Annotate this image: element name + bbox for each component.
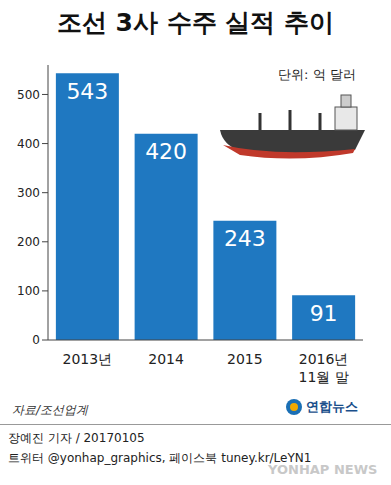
html-text:연합뉴스: 연합뉴스 — [306, 399, 358, 414]
html-text:단위: 억 달러: 단위: 억 달러 — [278, 67, 356, 82]
svg-text:243: 243 — [224, 226, 266, 251]
html-text:트위터 @yonhap_graphics, 페이스북 tun: 트위터 @yonhap_graphics, 페이스북 tuney.kr/LeYN… — [8, 451, 312, 465]
svg-text:2016년11월 말: 2016년11월 말 — [298, 351, 348, 385]
html-text:자료/조선업계: 자료/조선업계 — [12, 403, 88, 417]
svg-text:2015: 2015 — [227, 351, 263, 367]
svg-text:91: 91 — [310, 301, 338, 326]
html-text:YONHAP NEWS: YONHAP NEWS — [268, 462, 378, 477]
svg-text:300: 300 — [17, 186, 40, 200]
svg-text:0: 0 — [32, 333, 40, 347]
svg-text:200: 200 — [17, 235, 40, 249]
svg-text:543: 543 — [66, 79, 108, 104]
svg-text:2013년: 2013년 — [63, 351, 113, 367]
svg-text:2014: 2014 — [148, 351, 184, 367]
svg-text:420: 420 — [145, 139, 187, 164]
svg-text:100: 100 — [17, 284, 40, 298]
html-text:조선 3사 수주 실적 추이: 조선 3사 수주 실적 추이 — [56, 8, 335, 37]
html-text:장예진 기자 / 20170105: 장예진 기자 / 20170105 — [8, 431, 145, 445]
svg-text:400: 400 — [17, 137, 40, 151]
svg-text:500: 500 — [17, 88, 40, 102]
